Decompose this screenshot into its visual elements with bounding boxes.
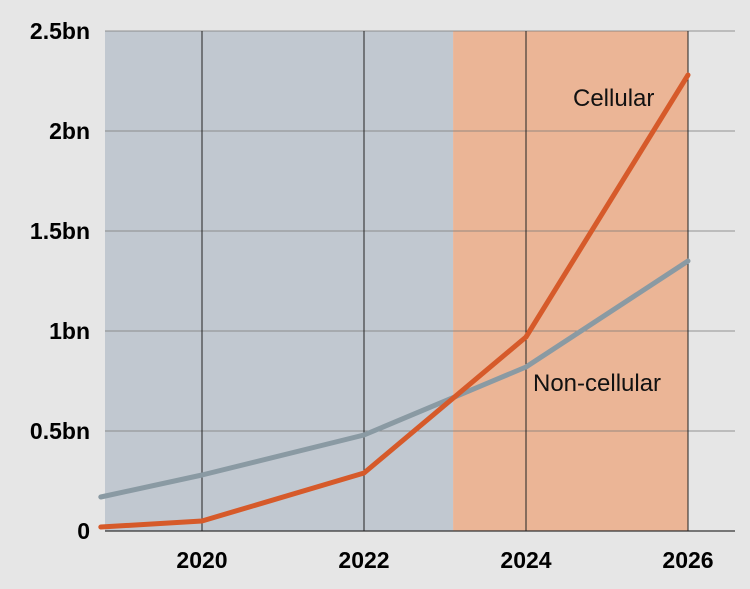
x-tick-label: 2026 [662, 547, 713, 573]
series-label-cellular: Cellular [573, 85, 654, 112]
y-tick-label: 0 [77, 518, 90, 544]
x-tick-label: 2024 [500, 547, 551, 573]
y-tick-label: 1.5bn [30, 218, 90, 244]
y-axis-tick-labels: 0 0.5bn 1bn 1.5bn 2bn 2.5bn [30, 18, 90, 544]
gridlines [105, 30, 735, 532]
x-tick-label: 2020 [176, 547, 227, 573]
series-lines [98, 72, 691, 530]
shaded-regions [105, 31, 688, 531]
series-labels: Cellular Non-cellular [533, 85, 661, 397]
y-tick-label: 1bn [49, 318, 90, 344]
series-line-cellular [98, 72, 691, 530]
y-tick-label: 0.5bn [30, 418, 90, 444]
shaded-region-1 [453, 31, 688, 531]
y-tick-label: 2.5bn [30, 18, 90, 44]
series-line-non-cellular [98, 258, 691, 500]
x-axis-tick-labels: 2020 2022 2024 2026 [176, 547, 713, 573]
x-tick-label: 2022 [338, 547, 389, 573]
series-label-non-cellular: Non-cellular [533, 370, 661, 397]
y-tick-label: 2bn [49, 118, 90, 144]
